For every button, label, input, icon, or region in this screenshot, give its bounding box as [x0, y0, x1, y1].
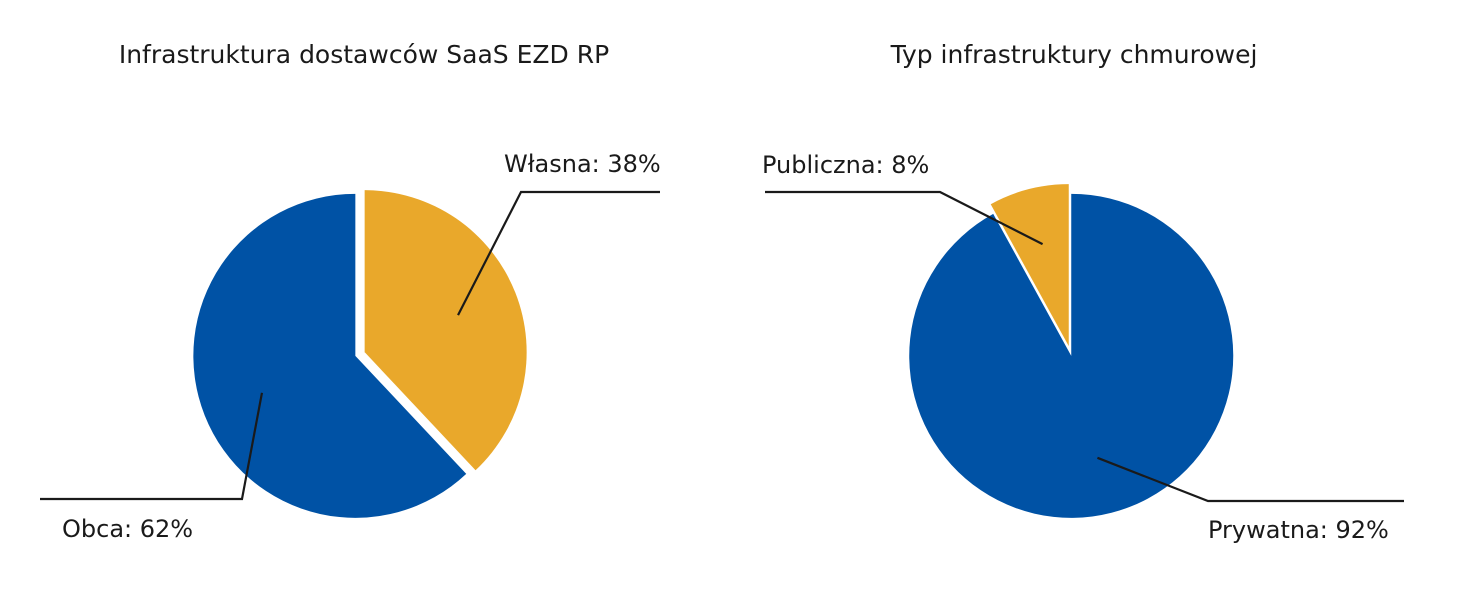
- slice-label-publiczna: Publiczna: 8%: [762, 151, 929, 179]
- slice-label-obca: Obca: 62%: [62, 515, 193, 543]
- slice-label-prywatna: Prywatna: 92%: [1208, 516, 1389, 544]
- chart-title: Infrastruktura dostawców SaaS EZD RP: [118, 40, 610, 69]
- leader-line-prywatna: [1097, 456, 1404, 503]
- pie-slice-obca: [193, 193, 467, 518]
- pie-chart-canvas: Własna: 38% Obca: 62%: [40, 150, 661, 543]
- chart-title: Typ infrastruktury chmurowej: [890, 40, 1258, 69]
- pie-slice-publiczna: [990, 184, 1069, 347]
- leader-line-wlasna: [457, 190, 660, 316]
- slice-label-wlasna: Własna: 38%: [504, 150, 661, 178]
- pie-chart-canvas: Prywatna: 92% Publiczna: 8%: [762, 151, 1404, 544]
- pie-slice-prywatna: [909, 193, 1234, 518]
- pie-chart-cloud-type: Typ infrastruktury chmurowej Prywatna: 9…: [730, 0, 1460, 616]
- pie-chart-supplier-infrastructure: Infrastruktura dostawców SaaS EZD RP Wła…: [40, 40, 661, 543]
- leader-line-publiczna: [765, 190, 1044, 246]
- leader-line-obca: [40, 392, 264, 501]
